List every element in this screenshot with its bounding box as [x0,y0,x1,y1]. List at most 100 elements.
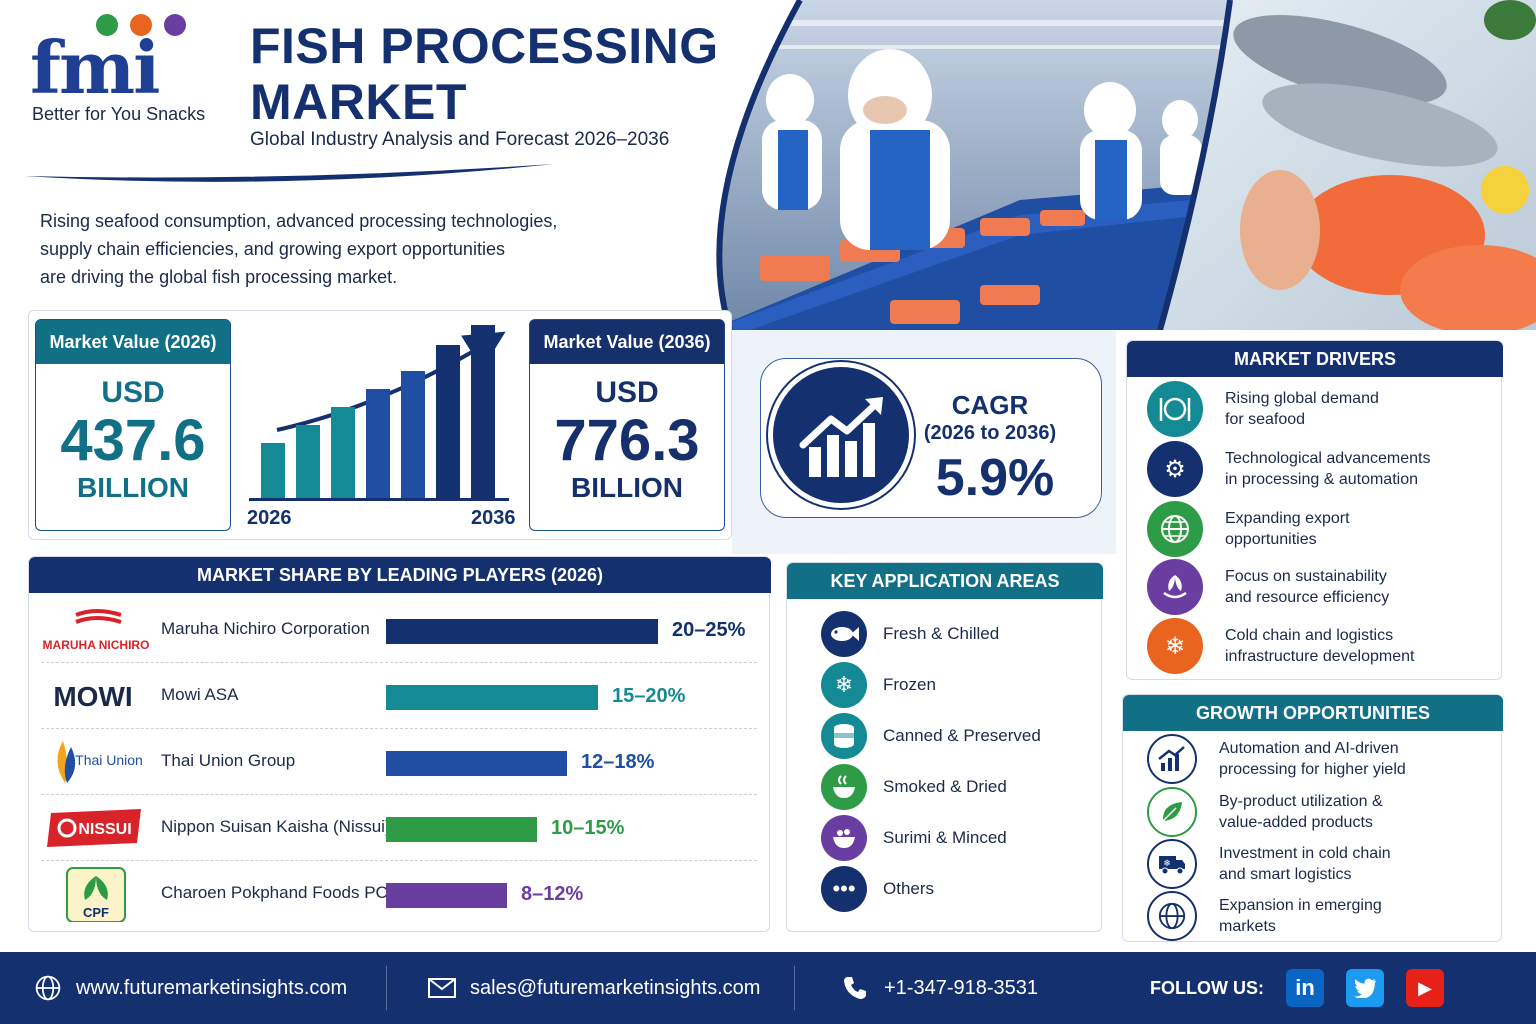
driver-label: Technological advancements in processing … [1225,450,1431,488]
title-line-2: MARKET [250,74,467,130]
page-subtitle: Global Industry Analysis and Forecast 20… [250,129,670,150]
share-value: 20–25% [672,619,746,641]
linkedin-icon[interactable]: in [1285,969,1324,1007]
application-item: ••• Others [821,866,934,912]
share-bar [386,619,658,644]
cagr-badge [768,362,914,508]
page-title: FISH PROCESSING MARKET [250,18,719,130]
logo-wordmark: fmi [30,25,161,110]
cagr-period: (2026 to 2036) [923,422,1057,444]
fish-icon [821,611,867,657]
application-label: Fresh & Chilled [883,624,1000,643]
footer-website[interactable]: www.futuremarketinsights.com [34,952,347,1024]
svg-text:❄: ❄ [1163,858,1171,868]
key-applications-title: KEY APPLICATION AREAS [787,563,1103,599]
market-drivers-panel: MARKET DRIVERS Rising global demand for s… [1126,340,1503,680]
thai-union-logo: Thai Union [41,737,151,787]
svg-text:CPF: CPF [83,905,109,920]
share-value: 8–12% [521,883,584,905]
mowi-logo: MOWI [41,671,151,721]
plant-icon [1147,559,1203,615]
share-row: CPF Charoen Pokphand Foods PCL 8–12% [41,861,757,927]
leaf-icon [1147,787,1197,837]
gears-icon: ⚙ [1147,441,1203,497]
share-row: Thai Union Thai Union Group 12–18% [41,729,757,795]
logo-tagline: Better for You Snacks [32,104,206,124]
chart-end-year: 2036 [471,507,516,529]
footer-follow: FOLLOW US: in ▶ [1150,952,1444,1024]
svg-text:MARUHA NICHIRO: MARUHA NICHIRO [43,638,150,652]
cpf-logo: CPF [41,867,151,922]
fmi-logo: fmi Better for You Snacks [30,14,230,124]
share-row: MARUHA NICHIRO Maruha Nichiro Corporatio… [41,597,757,663]
application-item: Smoked & Dried [821,764,1007,810]
nissui-logo: NISSUI [41,803,151,853]
intro-line-3: are driving the global fish processing m… [40,267,398,287]
share-row: NISSUI Nippon Suisan Kaisha (Nissui) 10–… [41,795,757,861]
driver-item: Rising global demand for seafood [1147,381,1475,437]
logo-dot-purple [164,14,186,36]
growth-bar [261,443,285,498]
footer-phone[interactable]: +1-347-918-3531 [842,952,1038,1024]
share-bar [386,883,507,908]
market-value-panel: Market Value (2026) USD 437.6 BILLION 20… [28,310,732,540]
player-name: Charoen Pokphand Foods PCL [161,883,398,902]
growth-item: By-product utilization & value-added prod… [1147,786,1479,838]
market-value-2026-card: Market Value (2026) USD 437.6 BILLION [35,319,231,531]
market-value-2026-label: Market Value (2026) [36,320,230,364]
mail-icon [428,978,456,998]
application-label: Frozen [883,675,936,694]
driver-label: Focus on sustainability and resource effi… [1225,568,1390,606]
application-item: ❄ Frozen [821,662,936,708]
footer-email[interactable]: sales@futuremarketinsights.com [428,952,760,1024]
chart-start-year: 2026 [247,507,292,529]
share-bar [386,751,567,776]
application-label: Surimi & Minced [883,828,1007,847]
truck-icon: ❄ [1147,839,1197,889]
application-item: Canned & Preserved [821,713,1041,759]
growth-bar-graphic [249,325,509,501]
website-link[interactable]: www.futuremarketinsights.com [76,976,348,999]
chart-up-icon [799,397,883,477]
svg-text:Thai Union: Thai Union [75,752,143,768]
driver-item: ❄ Cold chain and logistics infrastructure… [1147,618,1475,674]
share-value: 15–20% [612,685,686,707]
share-bar [386,817,537,842]
youtube-icon[interactable]: ▶ [1405,969,1444,1007]
logo-icons [96,14,186,36]
snowflake-icon: ❄ [1147,618,1203,674]
twitter-icon[interactable] [1345,969,1384,1007]
driver-label: Cold chain and logistics infrastructure d… [1225,627,1415,665]
growth-bar [296,425,320,498]
globe-icon [1147,501,1203,557]
globe-icon [35,975,61,1001]
email-link[interactable]: sales@futuremarketinsights.com [470,976,761,999]
application-item: Surimi & Minced [821,815,1007,861]
maruha-nichiro-logo: MARUHA NICHIRO [41,605,151,655]
driver-label: Expanding export opportunities [1225,510,1350,548]
key-applications-panel: KEY APPLICATION AREAS Fresh & Chilled ❄ … [786,562,1103,932]
player-name: Mowi ASA [161,685,239,704]
footer: www.futuremarketinsights.com sales@futur… [0,952,1536,1024]
player-name: Nippon Suisan Kaisha (Nissui) [161,817,391,836]
globe-icon [1147,891,1197,941]
growth-bar [331,407,355,498]
growth-bar [471,325,495,498]
growth-bar [436,345,460,498]
more-icon: ••• [821,866,867,912]
player-name: Maruha Nichiro Corporation [161,619,370,638]
share-value: 10–15% [551,817,625,839]
player-name: Thai Union Group [161,751,296,770]
smoke-bowl-icon [821,764,867,810]
market-value-2036-number: 776.3 [554,408,700,473]
growth-label: Expansion in emerging markets [1219,897,1382,935]
logo-dot-orange [130,14,152,36]
growth-item: ❄ Investment in cold chain and smart logi… [1147,838,1479,890]
phone-number[interactable]: +1-347-918-3531 [884,976,1039,999]
market-value-2026-number: 437.6 [60,408,206,473]
growth-bar [401,371,425,498]
follow-us-label: FOLLOW US: [1150,977,1264,998]
svg-text:MOWI: MOWI [53,681,132,712]
svg-text:NISSUI: NISSUI [78,821,131,838]
plate-icon [1147,381,1203,437]
